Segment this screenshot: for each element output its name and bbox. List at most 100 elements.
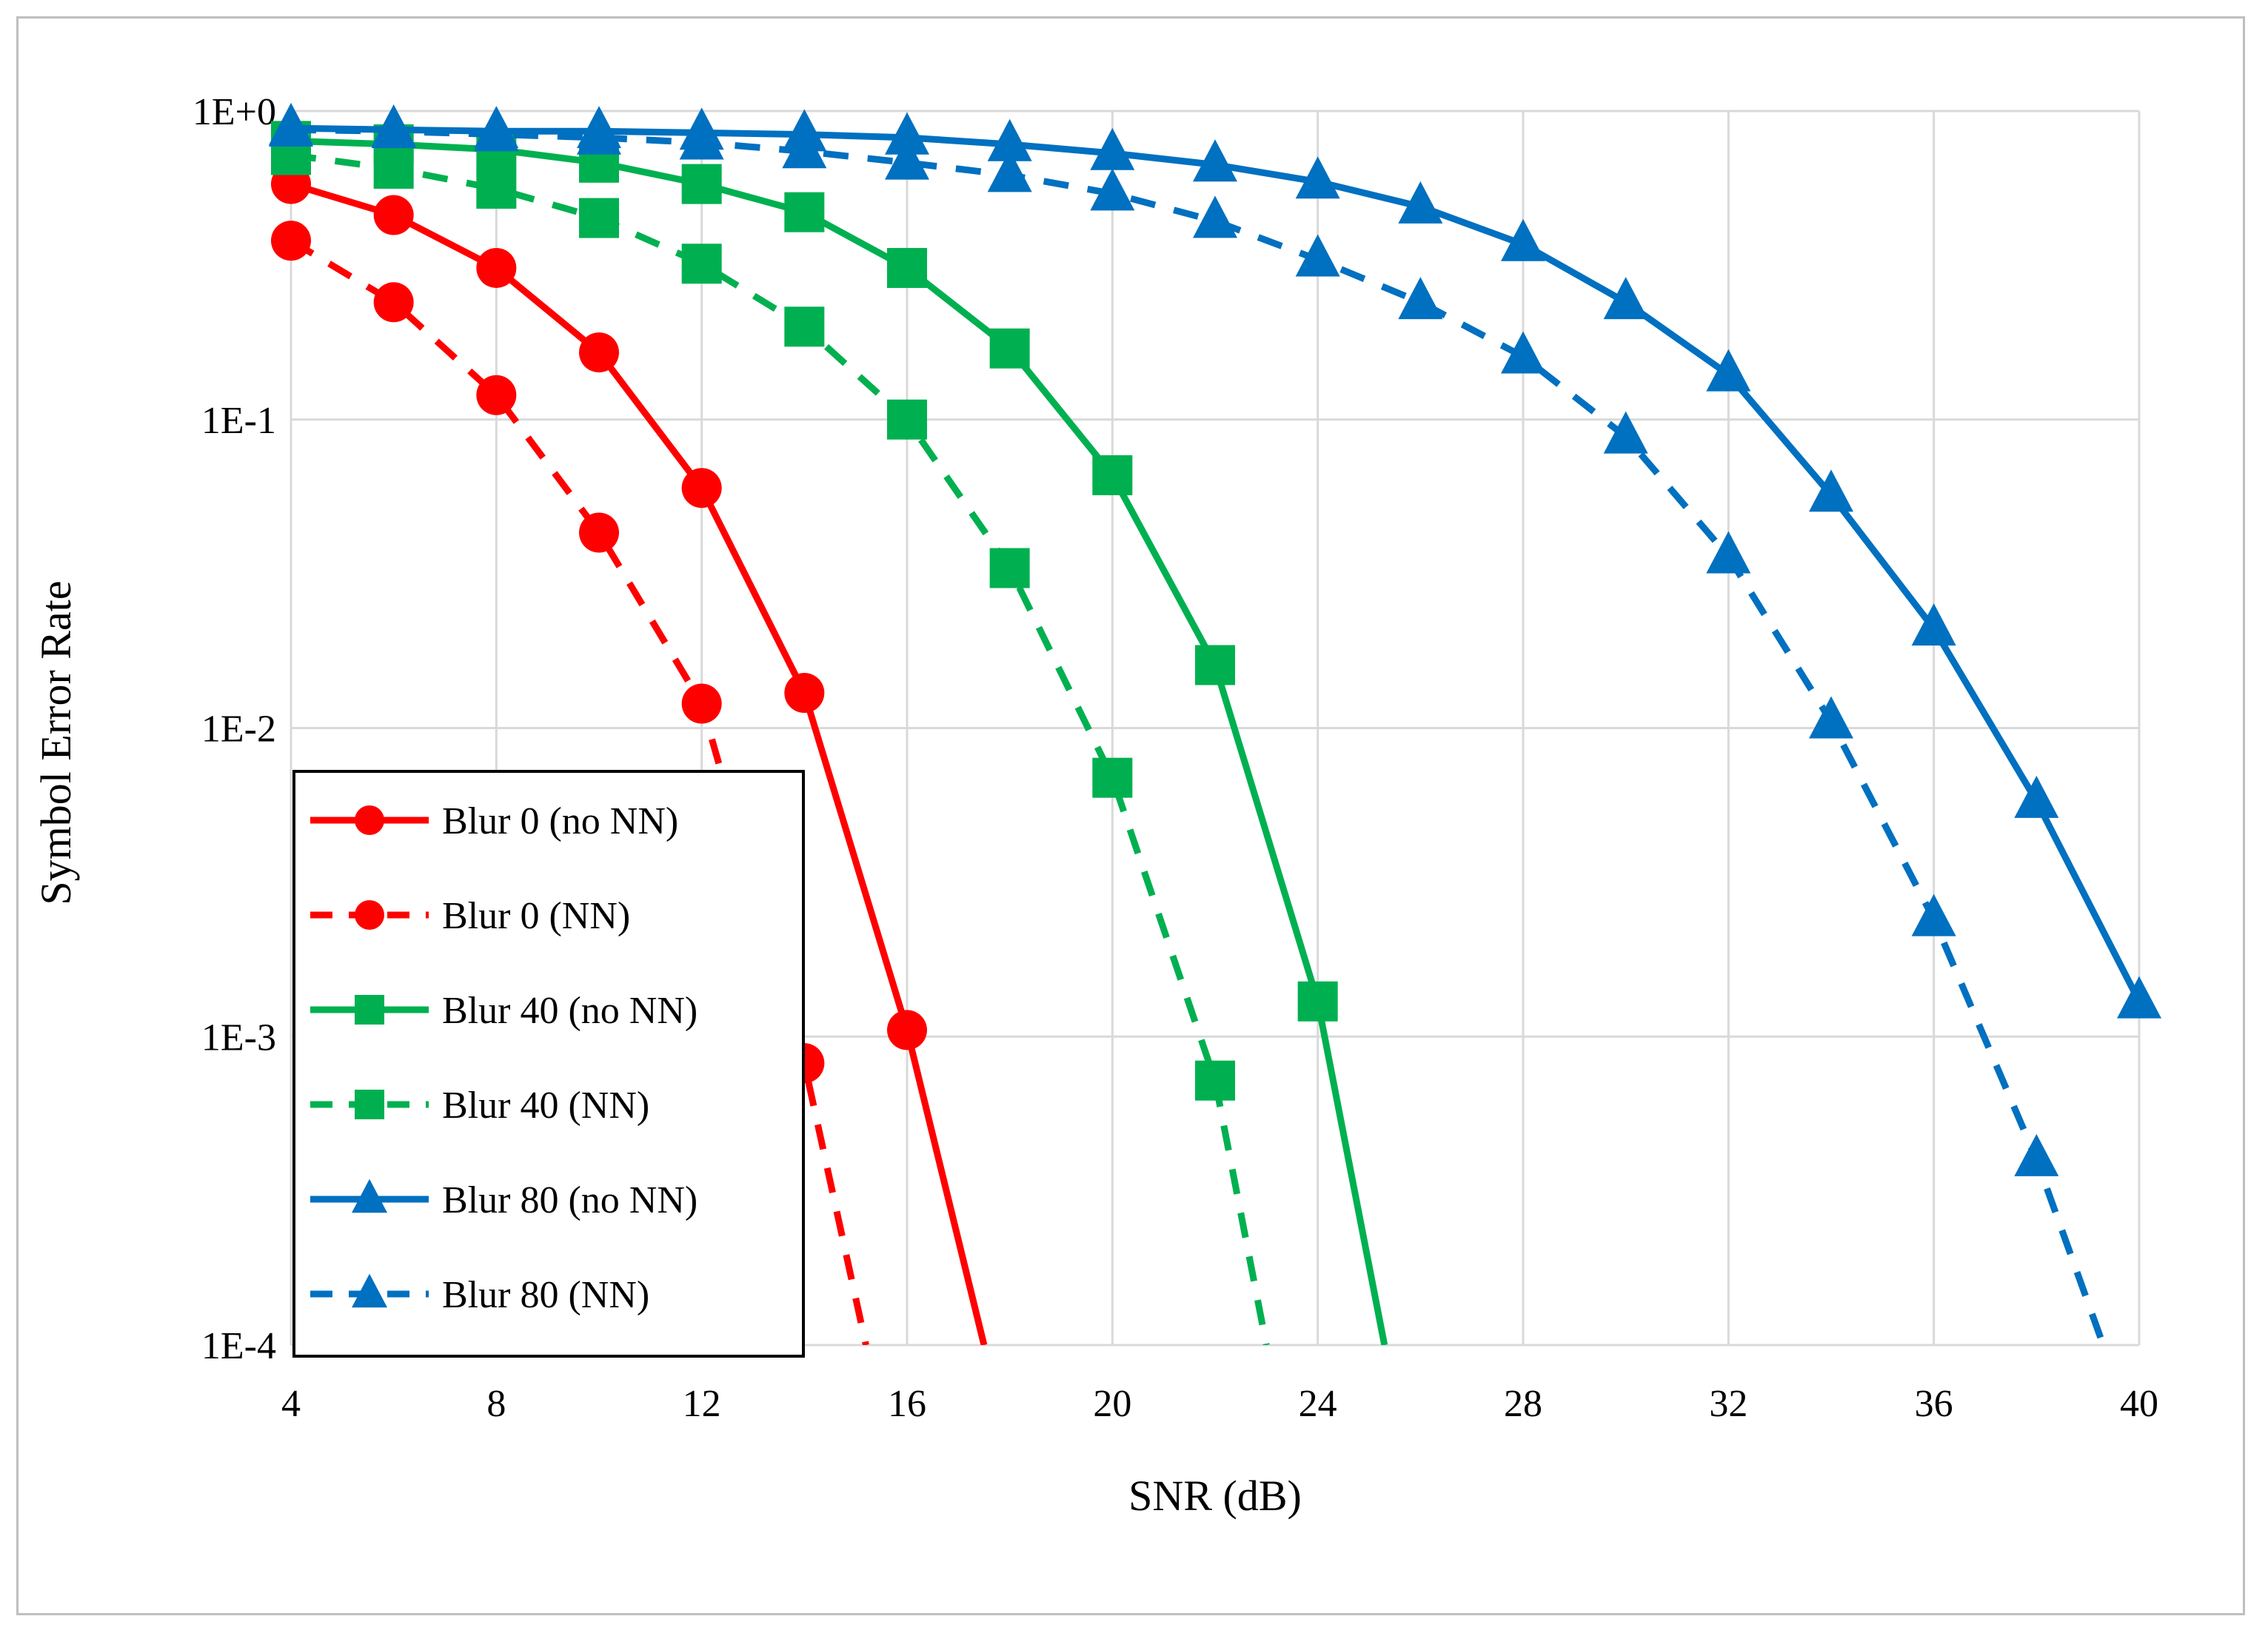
legend-item: Blur 80 (NN) xyxy=(310,1273,649,1316)
data-point xyxy=(784,306,825,347)
data-point xyxy=(1603,277,1648,320)
x-tick-label: 4 xyxy=(281,1383,301,1425)
data-point xyxy=(579,332,619,373)
data-point xyxy=(1809,469,1853,512)
data-point xyxy=(1092,455,1133,495)
data-point xyxy=(784,192,825,232)
data-point xyxy=(887,1010,927,1050)
data-point xyxy=(679,117,724,160)
x-tick-label: 12 xyxy=(683,1383,721,1425)
data-point xyxy=(1295,234,1340,277)
x-tick-label: 16 xyxy=(888,1383,926,1425)
data-point xyxy=(1398,181,1443,224)
legend-label: Blur 0 (NN) xyxy=(442,895,630,937)
legend-swatch-marker xyxy=(355,900,384,930)
legend: Blur 0 (no NN) Blur 0 (NN) Blur 40 (no NN)… xyxy=(292,770,805,1358)
data-point xyxy=(1195,645,1235,685)
data-point xyxy=(1193,195,1237,238)
data-point xyxy=(1501,331,1545,374)
legend-item: Blur 40 (no NN) xyxy=(310,990,698,1032)
data-point xyxy=(373,282,414,323)
x-tick-label: 32 xyxy=(1709,1383,1747,1425)
data-point xyxy=(784,673,825,714)
data-point xyxy=(987,118,1032,161)
data-point xyxy=(1398,277,1443,320)
data-point xyxy=(1193,139,1237,182)
data-point xyxy=(271,221,311,261)
x-tick-label: 20 xyxy=(1093,1383,1131,1425)
data-point xyxy=(269,104,313,147)
data-point xyxy=(681,468,722,509)
data-point xyxy=(474,109,519,152)
legend-label: Blur 80 (no NN) xyxy=(442,1179,698,1221)
x-tick-label: 40 xyxy=(2120,1383,2158,1425)
data-point xyxy=(2014,1133,2059,1176)
legend-label: Blur 40 (NN) xyxy=(442,1084,649,1127)
data-point xyxy=(373,195,414,235)
legend-item: Blur 0 (NN) xyxy=(310,895,630,937)
y-axis-ticks: 1E+0 1E-1 1E-2 1E-3 1E-4 xyxy=(193,91,276,1367)
x-axis-ticks: 4 8 12 16 20 24 28 32 36 40 xyxy=(281,1383,2158,1425)
data-point xyxy=(782,126,827,169)
data-point xyxy=(1706,349,1751,392)
data-point xyxy=(476,168,517,209)
data-point xyxy=(476,375,517,415)
legend-swatch-marker xyxy=(355,995,384,1025)
data-point xyxy=(989,328,1030,369)
x-tick-label: 8 xyxy=(486,1383,506,1425)
y-tick-label: 1E-3 xyxy=(201,1016,276,1059)
legend-swatch-marker xyxy=(352,1273,387,1308)
y-tick-label: 1E+0 xyxy=(193,91,276,133)
legend-swatch-marker xyxy=(355,805,384,835)
data-point xyxy=(1297,981,1338,1022)
legend-swatch-marker xyxy=(355,1090,384,1119)
chart-frame: 1E+0 1E-1 1E-2 1E-3 1E-4 4 8 12 16 20 24 28 32 36 40 … xyxy=(16,16,2245,1615)
y-tick-label: 1E-4 xyxy=(201,1325,276,1367)
data-point xyxy=(373,148,414,189)
data-point xyxy=(371,106,416,149)
data-point xyxy=(1090,127,1135,170)
data-point xyxy=(1911,894,1956,936)
data-point xyxy=(2014,775,2059,818)
series-blur-80-nn xyxy=(269,104,2107,1345)
legend-label: Blur 0 (no NN) xyxy=(442,800,678,842)
legend-label: Blur 40 (no NN) xyxy=(442,990,698,1032)
data-point xyxy=(681,244,722,284)
legend-label: Blur 80 (NN) xyxy=(442,1274,649,1316)
data-point xyxy=(1809,696,1853,739)
series-lines xyxy=(269,102,2161,1345)
legend-box xyxy=(292,770,805,1358)
data-point xyxy=(1295,156,1340,199)
legend-swatch-marker xyxy=(352,1179,387,1213)
x-tick-label: 36 xyxy=(1915,1383,1953,1425)
data-point xyxy=(1501,218,1545,261)
data-point xyxy=(1603,411,1648,454)
data-point xyxy=(989,548,1030,589)
y-axis-title: Symbol Error Rate xyxy=(32,580,80,905)
y-tick-label: 1E-2 xyxy=(201,708,276,751)
data-point xyxy=(887,399,927,440)
data-point xyxy=(1911,603,1956,646)
data-point xyxy=(681,164,722,204)
x-axis-title: SNR (dB) xyxy=(1128,1472,1302,1520)
x-tick-label: 28 xyxy=(1504,1383,1542,1425)
chart: 1E+01E-11E-21E-31E-4 4 8 12 16 20 24 28 32 36 40 … xyxy=(32,91,2161,1520)
data-point xyxy=(1090,168,1135,211)
data-point xyxy=(579,198,619,238)
data-point xyxy=(681,683,722,724)
data-point xyxy=(987,150,1032,192)
data-point xyxy=(1195,1060,1235,1101)
data-point xyxy=(1706,531,1751,574)
legend-item: Blur 0 (no NN) xyxy=(310,800,678,842)
data-point xyxy=(476,247,517,288)
legend-item: Blur 40 (NN) xyxy=(310,1084,649,1127)
data-point xyxy=(885,112,929,155)
data-point xyxy=(577,112,621,155)
data-point xyxy=(1092,757,1133,798)
legend-item: Blur 80 (no NN) xyxy=(310,1179,698,1221)
x-tick-label: 24 xyxy=(1299,1383,1337,1425)
data-point xyxy=(887,247,927,288)
y-tick-label: 1E-1 xyxy=(201,400,276,442)
data-point xyxy=(579,512,619,553)
data-point xyxy=(885,137,929,180)
